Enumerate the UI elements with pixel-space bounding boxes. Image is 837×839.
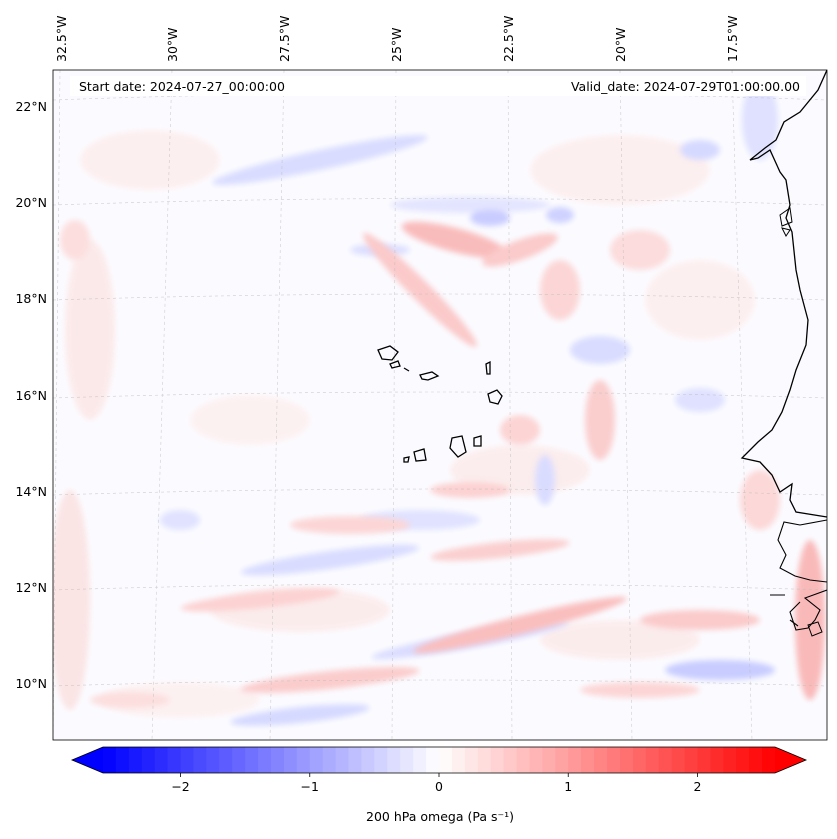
colorbar-extend-max xyxy=(775,747,806,773)
lon-label: 32.5°W xyxy=(54,16,69,62)
colorbar-segment xyxy=(348,747,363,773)
colorbar: −2 −1 0 1 2 200 hPa omega (Pa s⁻¹) xyxy=(70,746,808,824)
colorbar-segment xyxy=(594,747,608,773)
colorbar-segment xyxy=(464,747,479,773)
valid-date-label: Valid_date: 2024-07-29T01:00:00.00 xyxy=(571,79,800,94)
lon-label: 30°W xyxy=(165,27,180,62)
colorbar-segment xyxy=(400,747,414,773)
colorbar-tick-label: −2 xyxy=(171,779,189,794)
colorbar-segment xyxy=(309,747,324,773)
colorbar-segment xyxy=(245,747,259,773)
lat-label: 12°N xyxy=(15,580,47,595)
colorbar-segment xyxy=(374,747,388,773)
map-frame xyxy=(52,69,828,741)
african-coastline xyxy=(740,70,827,518)
colorbar-segment xyxy=(115,747,130,773)
start-date-label: Start date: 2024-07-27_00:00:00 xyxy=(79,79,285,94)
colorbar-segment xyxy=(710,747,724,773)
colorbar-label: 200 hPa omega (Pa s⁻¹) xyxy=(366,809,514,824)
colorbar-segment xyxy=(581,747,595,773)
colorbar-segment xyxy=(736,747,750,773)
colorbar-segment xyxy=(232,747,246,773)
latitude-labels: 22°N 20°N 18°N 16°N 14°N 12°N 10°N xyxy=(15,99,47,691)
colorbar-segments xyxy=(72,747,806,773)
colorbar-tick-label: 1 xyxy=(564,779,572,794)
colorbar-extend-min xyxy=(72,747,103,773)
lat-label: 22°N xyxy=(15,99,47,114)
colorbar-tick-label: 2 xyxy=(693,779,701,794)
colorbar-segment xyxy=(645,747,660,773)
longitude-labels: 32.5°W 30°W 27.5°W 25°W 22.5°W 20°W 17.5… xyxy=(54,16,740,62)
colorbar-segment xyxy=(503,747,518,773)
colorbar-segment xyxy=(762,747,776,773)
colorbar-segment xyxy=(141,747,156,773)
colorbar-segment xyxy=(296,747,311,773)
colorbar-segment xyxy=(180,747,195,773)
lat-label: 18°N xyxy=(15,291,47,306)
lat-label: 16°N xyxy=(15,388,47,403)
colorbar-segment xyxy=(490,747,505,773)
colorbar-segment xyxy=(529,747,543,773)
lat-label: 14°N xyxy=(15,484,47,499)
colorbar-outline xyxy=(70,746,808,774)
map-panel: Start date: 2024-07-27_00:00:00 Valid_da… xyxy=(52,69,828,741)
colorbar-segment xyxy=(542,747,556,773)
colorbar-segment xyxy=(413,747,427,773)
colorbar-segment xyxy=(658,747,673,773)
coastal-islands xyxy=(779,207,823,637)
lon-label: 20°W xyxy=(613,27,628,62)
colorbar-segment xyxy=(154,747,169,773)
colorbar-segment xyxy=(128,747,143,773)
colorbar-segment xyxy=(671,747,686,773)
colorbar-segment xyxy=(607,747,621,773)
colorbar-segment xyxy=(103,747,117,773)
colorbar-segment xyxy=(749,747,763,773)
lon-label: 27.5°W xyxy=(277,16,292,62)
colorbar-segment xyxy=(451,747,466,773)
colorbar-segment xyxy=(361,747,375,773)
header-band xyxy=(70,76,806,96)
colorbar-segment xyxy=(568,747,582,773)
colorbar-segment xyxy=(206,747,220,773)
colorbar-segment xyxy=(335,747,350,773)
colorbar-segment xyxy=(684,747,699,773)
lat-label: 20°N xyxy=(15,195,47,210)
colorbar-segment xyxy=(555,747,569,773)
colorbar-segment xyxy=(271,747,285,773)
colorbar-segment xyxy=(258,747,272,773)
omega-field xyxy=(53,70,827,740)
colorbar-segment xyxy=(697,747,711,773)
colorbar-segment xyxy=(387,747,401,773)
colorbar-segment xyxy=(632,747,647,773)
colorbar-segment xyxy=(619,747,634,773)
cape-verde-islands xyxy=(377,345,503,463)
colorbar-segment xyxy=(723,747,737,773)
colorbar-segment xyxy=(322,747,337,773)
lon-label: 25°W xyxy=(389,27,404,62)
colorbar-segment xyxy=(193,747,207,773)
colorbar-segment xyxy=(426,747,440,773)
colorbar-segment xyxy=(439,747,453,773)
colorbar-tick-label: 0 xyxy=(435,779,443,794)
colorbar-segment xyxy=(219,747,233,773)
colorbar-segment xyxy=(516,747,531,773)
colorbar-ticks: −2 −1 0 1 2 xyxy=(171,773,701,794)
lon-label: 22.5°W xyxy=(501,16,516,62)
colorbar-segment xyxy=(167,747,182,773)
graticule xyxy=(53,70,827,740)
lat-label: 10°N xyxy=(15,676,47,691)
lon-label: 17.5°W xyxy=(725,16,740,62)
colorbar-tick-label: −1 xyxy=(301,779,319,794)
colorbar-segment xyxy=(477,747,492,773)
colorbar-segment xyxy=(283,747,298,773)
